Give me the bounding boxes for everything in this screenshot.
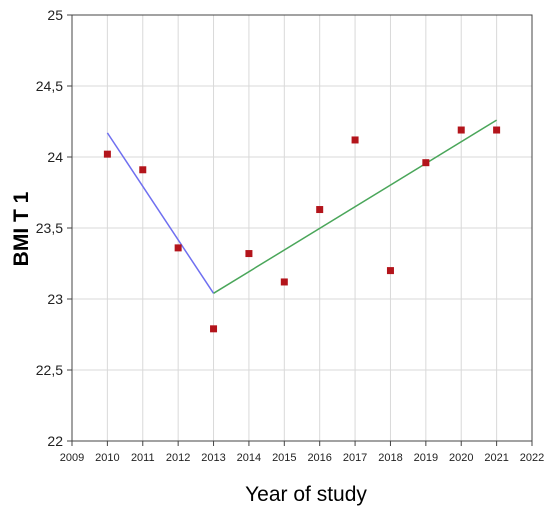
data-point [139,166,147,174]
data-point [351,136,359,144]
x-axis-label: Year of study [245,483,367,506]
x-tick-label: 2021 [484,452,508,464]
y-tick-label: 24 [47,149,63,165]
data-point [210,325,218,333]
data-point [245,250,253,258]
x-tick-label: 2010 [95,452,119,464]
x-tick-label: 2020 [449,452,473,464]
x-tick-label: 2019 [414,452,438,464]
y-tick-label: 22,5 [36,362,63,378]
y-tick-label: 24,5 [36,78,63,94]
trend-segment-1 [106,132,215,294]
x-tick-label: 2009 [60,452,84,464]
trend-lines [106,119,498,294]
x-tick-label: 2012 [166,452,190,464]
y-tick-label: 22 [47,433,63,449]
data-point [316,206,324,214]
data-point [422,159,430,167]
data-points [103,126,501,333]
x-tick-label: 2018 [378,452,402,464]
data-point [103,150,111,158]
trend-segment-2 [213,119,498,294]
x-tick-label: 2022 [520,452,544,464]
data-point [457,126,465,134]
y-tick-label: 23 [47,291,63,307]
x-axis-ticks: 2009 2010 2011 2012 2013 2014 2015 2016 2017 2018… [60,441,544,464]
y-axis-ticks: 22 22,5 23 23,5 24 24,5 25 [36,7,72,449]
x-tick-label: 2013 [201,452,225,464]
y-axis-label: BMI T 1 [10,191,33,266]
data-point [493,126,501,134]
data-point [386,267,394,275]
x-tick-label: 2011 [131,452,155,464]
data-point [174,244,182,252]
data-point [280,278,288,286]
y-tick-label: 25 [47,7,63,23]
x-tick-label: 2014 [237,452,261,464]
grid [72,15,532,441]
x-tick-label: 2016 [307,452,331,464]
x-tick-label: 2015 [272,452,296,464]
x-tick-label: 2017 [343,452,367,464]
y-tick-label: 23,5 [36,220,63,236]
